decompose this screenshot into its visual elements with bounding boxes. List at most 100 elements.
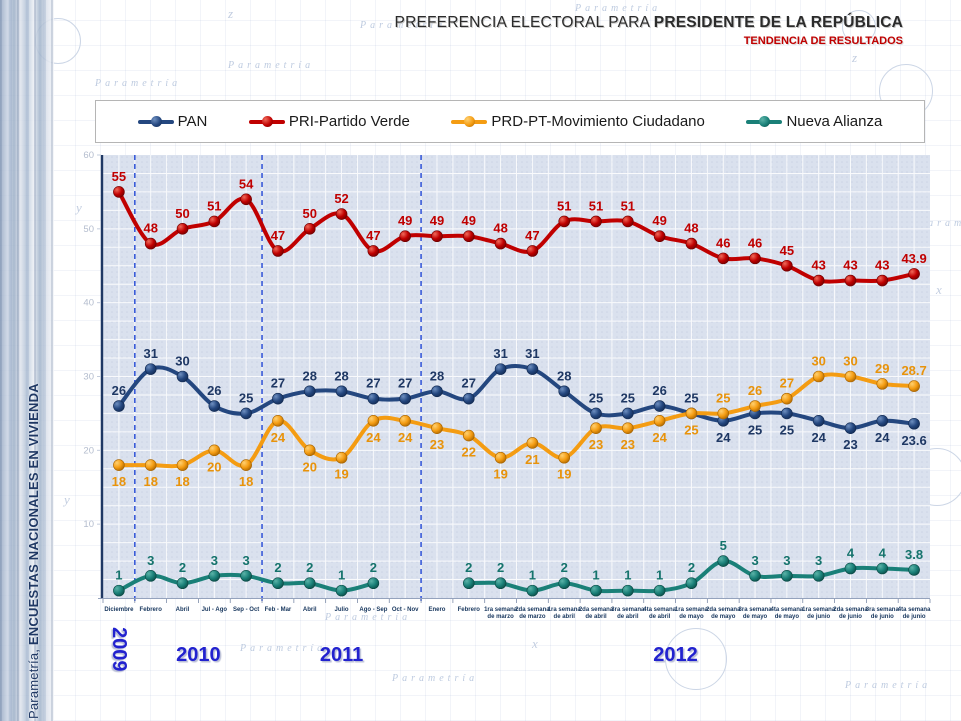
data-point <box>876 274 889 287</box>
data-label: 43 <box>875 258 889 273</box>
data-label: 23 <box>621 437 635 452</box>
x-axis-label: 1ra semana de marzo <box>484 607 518 620</box>
data-label: 24 <box>811 430 826 445</box>
data-label: 1 <box>592 568 599 583</box>
data-point <box>462 429 475 442</box>
data-label: 23 <box>589 437 603 452</box>
data-label: 2 <box>688 560 695 575</box>
parametria-watermark: Parametría <box>325 612 412 623</box>
x-axis-label: 1ra semana de junio <box>802 607 836 620</box>
sidebar-caption-text: ENCUESTAS NACIONALES EN VIVIENDA <box>26 383 41 646</box>
series-pri-partido-verde <box>113 186 920 287</box>
data-label: 45 <box>780 243 794 258</box>
data-label: 24 <box>875 430 890 445</box>
data-point <box>113 186 125 198</box>
legend-item-pri-partido-verde: PRI-Partido Verde <box>248 113 410 130</box>
x-axis-label: 4ta semana de abril <box>643 607 676 620</box>
x-axis-label: Julio <box>335 607 349 613</box>
data-point <box>844 274 857 287</box>
parametria-watermark: Parametría <box>95 78 182 89</box>
data-label: 1 <box>529 568 536 583</box>
data-point <box>144 459 157 471</box>
data-label: 18 <box>239 474 253 489</box>
data-label: 2 <box>497 560 504 575</box>
data-label: 3 <box>147 553 154 568</box>
svg-text:20: 20 <box>83 445 94 456</box>
data-point <box>812 570 825 582</box>
data-point <box>431 385 443 398</box>
blueprint-axis-letter: z <box>852 50 858 65</box>
data-point <box>781 407 793 420</box>
data-label: 2 <box>561 560 568 575</box>
data-label: 48 <box>684 221 698 236</box>
series-data-labels: 1 3 2 3 3 2 2 1 2 2 2 1 2 1 1 1 2 5 3 3 3 4 4 3.8 <box>115 538 923 583</box>
data-label: 43 <box>811 258 825 273</box>
data-point <box>303 577 316 590</box>
data-label: 19 <box>557 467 571 482</box>
data-label: 50 <box>175 206 189 221</box>
data-label: 4 <box>847 545 855 560</box>
blueprint-axis-letter: x <box>936 282 942 297</box>
data-label: 29 <box>875 361 889 376</box>
data-label: 18 <box>175 474 189 489</box>
data-point <box>812 274 825 287</box>
data-label: 43.9 <box>901 251 926 266</box>
data-label: 51 <box>557 198 571 213</box>
data-point <box>781 570 793 582</box>
svg-text:30: 30 <box>83 372 94 383</box>
blueprint-circle <box>842 10 876 44</box>
data-point <box>335 385 348 398</box>
x-axis-label: Ago - Sep <box>359 607 387 613</box>
data-label: 28 <box>303 368 317 383</box>
data-label: 2 <box>179 560 186 575</box>
data-label: 27 <box>398 376 412 391</box>
data-point <box>367 414 380 427</box>
x-axis-label: Enero <box>428 607 445 613</box>
x-axis-label: 2da semana de junio <box>833 607 868 620</box>
data-label: 25 <box>621 390 635 405</box>
x-axis-label: 4ta semana de junio <box>898 607 931 620</box>
data-label: 47 <box>366 228 380 243</box>
data-label: 25 <box>684 390 698 405</box>
data-point <box>240 570 252 582</box>
data-label: 52 <box>334 191 348 206</box>
x-axis-label: Abril <box>176 607 190 613</box>
data-point <box>908 417 920 430</box>
x-axis-labels: Diciembre Febrero Abril Jul - Ago Sep - Oct F… <box>104 607 931 620</box>
series-pan <box>113 363 920 434</box>
data-point <box>272 392 284 405</box>
parametria-watermark: Parametría <box>918 218 961 229</box>
data-label: 25 <box>239 390 253 405</box>
data-point <box>653 414 666 427</box>
data-label: 51 <box>621 198 635 213</box>
data-label: 24 <box>398 430 413 445</box>
data-point <box>558 215 571 228</box>
data-label: 26 <box>748 383 762 398</box>
data-label: 27 <box>271 376 285 391</box>
data-label: 30 <box>843 354 857 369</box>
data-label: 27 <box>780 376 794 391</box>
data-point <box>781 259 793 272</box>
x-axis-ticks <box>102 599 931 603</box>
data-point <box>653 400 666 412</box>
data-point <box>431 230 443 243</box>
x-axis-label: 2da semana de marzo <box>515 607 550 620</box>
data-label: 51 <box>589 198 603 213</box>
data-label: 48 <box>143 221 157 236</box>
data-point <box>876 378 889 390</box>
data-label: 25 <box>589 390 603 405</box>
data-point <box>558 385 571 398</box>
data-point <box>781 392 793 405</box>
data-point <box>113 400 125 412</box>
data-label: 3.8 <box>905 547 923 562</box>
data-point <box>399 392 411 405</box>
x-axis-label: 1ra semana de mayo <box>675 607 709 620</box>
data-point <box>908 268 920 280</box>
data-point <box>844 422 857 434</box>
x-axis-label: 2da semana de abril <box>579 607 614 620</box>
data-label: 18 <box>143 474 157 489</box>
data-label: 23.6 <box>901 433 926 448</box>
blueprint-axis-letter: x <box>532 636 538 651</box>
data-point <box>367 392 380 405</box>
legend-marker-icon <box>248 116 285 127</box>
